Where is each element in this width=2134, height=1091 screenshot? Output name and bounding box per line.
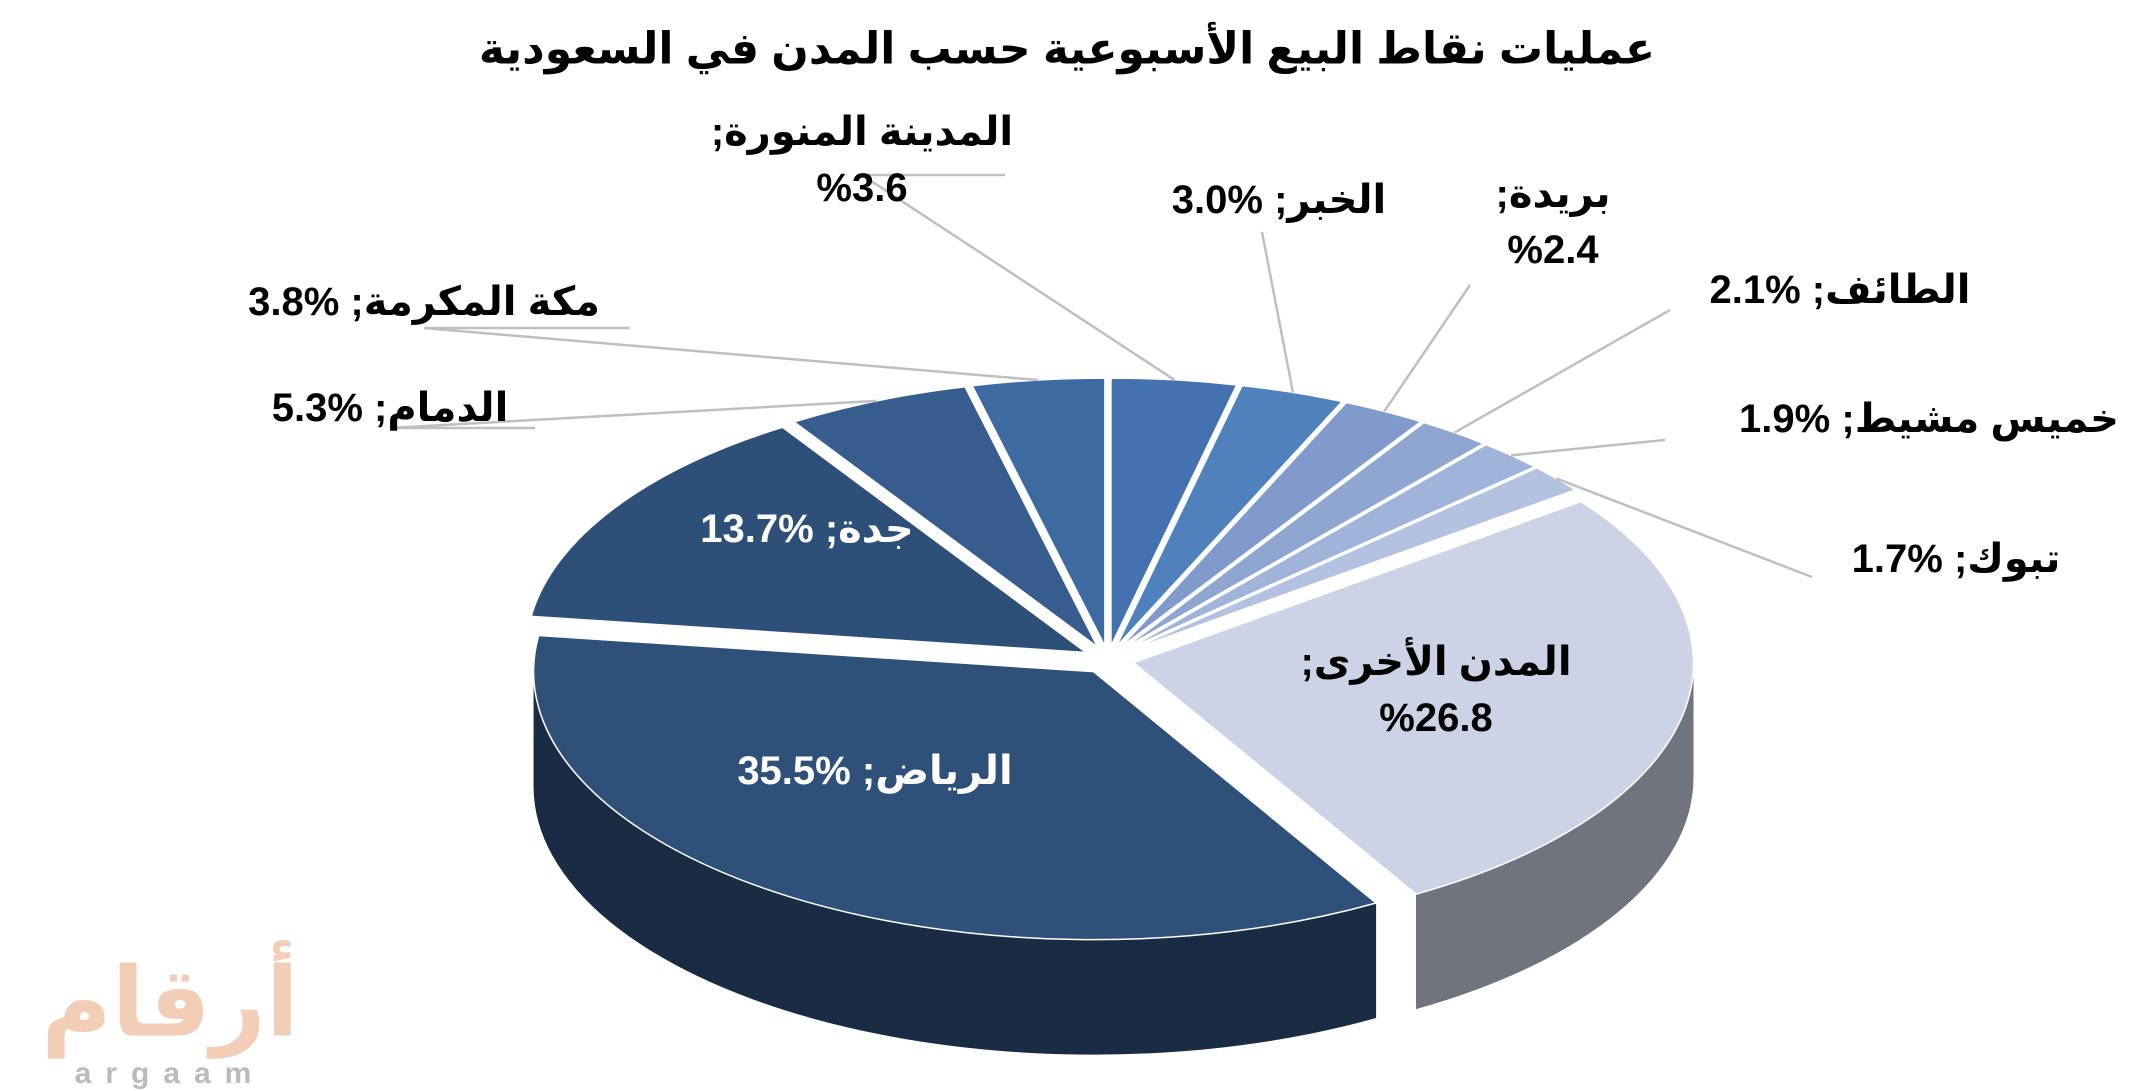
leader-line — [389, 399, 877, 430]
leader-line — [857, 173, 1175, 381]
data-label-part: ; — [825, 507, 838, 551]
data-label-part: %3.0 — [1172, 178, 1263, 222]
data-label-part: الطائف — [1825, 268, 1970, 312]
data-label-part: %1.9 — [1739, 397, 1830, 441]
leader-line — [1383, 284, 1472, 413]
data-label-part: الرياض — [875, 749, 1012, 794]
leader-line — [1260, 231, 1295, 393]
data-label-part: ; — [350, 280, 363, 324]
data-label-part: ; — [1841, 397, 1854, 441]
labels: المدينة المنورة; %3.6 الخبر; %3.0 بريدة; %2.… — [248, 110, 2119, 794]
data-label-part: خميس مشيط — [1855, 397, 2119, 442]
data-label: خميس مشيط; %1.9 — [1739, 397, 2119, 442]
data-label-part: %26.8 — [1379, 696, 1492, 740]
slice — [532, 634, 1378, 941]
data-label: %2.4 — [1507, 228, 1599, 272]
slice — [1131, 500, 1695, 895]
data-label: الخبر; %3.0 — [1172, 178, 1386, 223]
slice — [530, 426, 1089, 654]
data-label-part: ; — [374, 386, 387, 430]
data-label-part: جدة — [838, 507, 914, 551]
data-label: الطائف; %2.1 — [1709, 268, 1970, 312]
data-label: %3.6 — [816, 166, 907, 210]
data-label-part: %3.6 — [816, 166, 907, 210]
data-label-part: %2.4 — [1507, 228, 1599, 272]
data-label-part: ; — [1496, 172, 1509, 216]
data-label: الدمام; %5.3 — [272, 386, 509, 431]
chart-title: عمليات نقاط البيع الأسبوعية حسب المدن في… — [479, 22, 1655, 75]
data-label: بريدة; — [1496, 172, 1611, 217]
slice — [1127, 467, 1577, 652]
pie-sides — [533, 662, 1694, 1055]
slice-side — [1416, 662, 1694, 1010]
pie-tops — [530, 377, 1695, 941]
data-label: الرياض; %35.5 — [737, 749, 1012, 794]
data-label: المدن الأخرى; — [1300, 636, 1571, 685]
data-label-part: الدمام — [387, 386, 508, 431]
data-label-part: ; — [1954, 537, 1967, 581]
leader-line — [1556, 477, 1813, 579]
data-label-part: %5.3 — [272, 386, 363, 430]
data-label-part: ; — [862, 749, 875, 793]
data-label-part: ; — [1274, 178, 1287, 222]
data-label-part: بريدة — [1509, 172, 1611, 217]
data-label-part: ; — [1300, 640, 1313, 684]
data-label-part: %2.1 — [1709, 268, 1800, 312]
data-label: مكة المكرمة; %3.8 — [248, 280, 600, 325]
data-label: %26.8 — [1379, 696, 1492, 740]
leader-line — [1453, 308, 1671, 434]
data-label-part: %35.5 — [737, 749, 850, 793]
data-label-part: %3.8 — [248, 280, 339, 324]
leader-line — [1511, 438, 1666, 457]
data-label-part: الخبر — [1285, 178, 1386, 223]
watermark-latin: argaam — [75, 1057, 266, 1090]
data-label-part: المدن الأخرى — [1314, 636, 1572, 685]
slice — [1119, 401, 1423, 649]
data-label-part: المدينة المنورة — [724, 110, 1013, 155]
data-label: تبوك; %1.7 — [1852, 537, 2061, 582]
slice-side — [533, 671, 1377, 1055]
data-label-part: %1.7 — [1852, 537, 1943, 581]
data-label: جدة; %13.7 — [700, 507, 913, 551]
watermark: أرقام — [41, 940, 298, 1059]
data-label-part: %13.7 — [700, 507, 813, 551]
slice — [971, 377, 1106, 647]
data-label-part: ; — [711, 110, 724, 154]
data-label: المدينة المنورة; — [711, 110, 1013, 155]
leader-line — [423, 326, 1039, 382]
slice — [1110, 377, 1238, 647]
data-label-part: تبوك — [1967, 537, 2060, 582]
data-label-part: ; — [1812, 268, 1825, 312]
data-label-part: مكة المكرمة — [364, 280, 600, 325]
